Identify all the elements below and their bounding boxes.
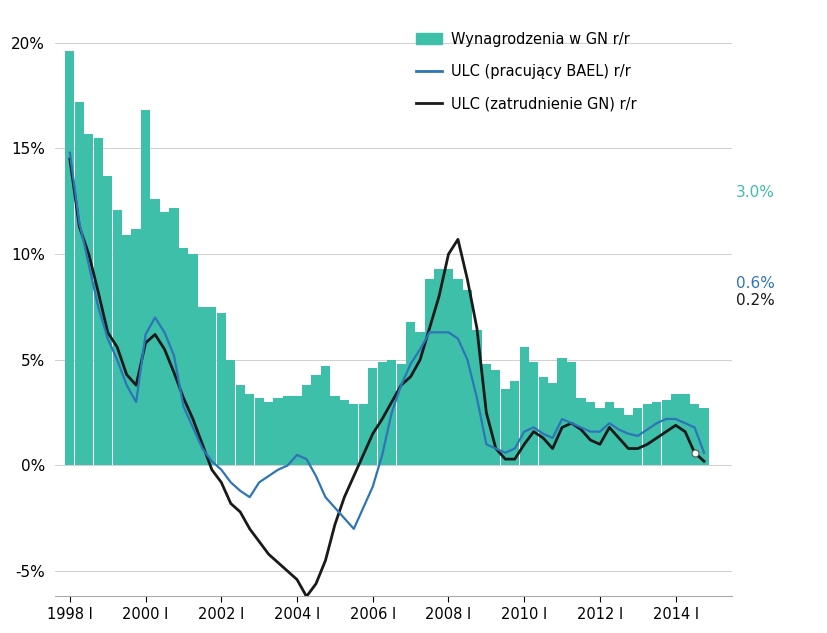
Bar [396, 364, 406, 465]
Bar [681, 394, 690, 465]
Text: 3.0%: 3.0% [736, 185, 775, 200]
Bar [425, 280, 434, 465]
Bar [690, 404, 700, 465]
Bar [605, 402, 614, 465]
Bar [198, 307, 207, 465]
Bar [529, 362, 538, 465]
Bar [633, 408, 643, 465]
Bar [208, 307, 217, 465]
Bar [84, 134, 93, 465]
Bar [293, 396, 302, 465]
Bar [368, 368, 377, 465]
Bar [576, 398, 586, 465]
Bar [387, 360, 396, 465]
Bar [662, 400, 671, 465]
Legend: Wynagrodzenia w GN r/r, ULC (pracujący BAEL) r/r, ULC (zatrudnienie GN) r/r: Wynagrodzenia w GN r/r, ULC (pracujący B… [409, 24, 644, 119]
Bar [643, 404, 652, 465]
Bar [624, 415, 633, 465]
Bar [510, 381, 519, 465]
Bar [500, 389, 510, 465]
Bar [340, 400, 349, 465]
Bar [283, 396, 292, 465]
Bar [170, 208, 179, 465]
Bar [179, 248, 188, 465]
Bar [472, 330, 481, 465]
Bar [122, 235, 131, 465]
Text: 0.2%: 0.2% [736, 293, 775, 308]
Bar [245, 394, 255, 465]
Bar [236, 385, 245, 465]
Bar [160, 212, 170, 465]
Bar [614, 408, 624, 465]
Bar [415, 332, 425, 465]
Bar [217, 313, 226, 465]
Bar [131, 229, 141, 465]
Bar [671, 394, 681, 465]
Bar [112, 210, 122, 465]
Bar [453, 280, 462, 465]
Bar [189, 254, 198, 465]
Bar [151, 199, 160, 465]
Bar [586, 402, 595, 465]
Bar [103, 176, 112, 465]
Bar [330, 396, 340, 465]
Bar [311, 375, 321, 465]
Bar [264, 402, 273, 465]
Bar [444, 269, 453, 465]
Bar [700, 408, 709, 465]
Bar [548, 383, 557, 465]
Bar [65, 51, 74, 465]
Bar [463, 290, 472, 465]
Text: 0.6%: 0.6% [736, 276, 775, 291]
Bar [653, 402, 662, 465]
Bar [557, 358, 566, 465]
Bar [302, 385, 311, 465]
Bar [321, 366, 330, 465]
Bar [481, 364, 491, 465]
Bar [491, 370, 500, 465]
Bar [141, 110, 151, 465]
Bar [519, 347, 528, 465]
Bar [359, 404, 368, 465]
Bar [406, 322, 415, 465]
Bar [255, 398, 264, 465]
Bar [349, 404, 358, 465]
Bar [566, 362, 576, 465]
Bar [226, 360, 236, 465]
Bar [434, 269, 443, 465]
Bar [93, 138, 103, 465]
Bar [595, 408, 605, 465]
Bar [378, 362, 387, 465]
Bar [538, 377, 547, 465]
Bar [74, 102, 84, 465]
Bar [274, 398, 283, 465]
